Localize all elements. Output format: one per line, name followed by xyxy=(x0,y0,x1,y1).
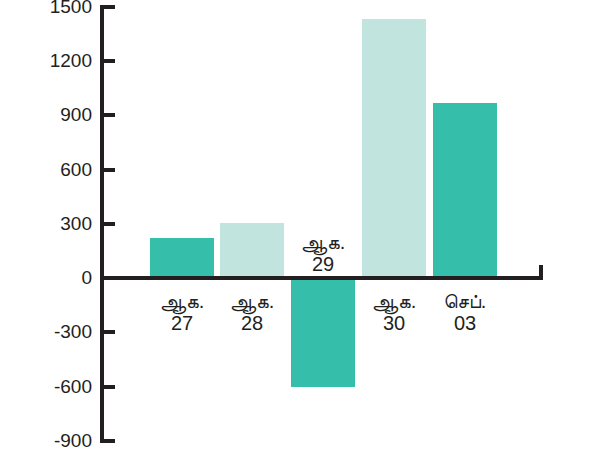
y-tick-label: -300 xyxy=(30,321,92,343)
y-tick-mark xyxy=(104,59,115,63)
y-tick-label: 900 xyxy=(30,104,92,126)
bar-label: ஆக.29 xyxy=(273,231,373,275)
bar-label-line: 03 xyxy=(415,312,515,334)
y-tick-label: -600 xyxy=(30,376,92,398)
y-tick-label: 300 xyxy=(30,213,92,235)
bar xyxy=(433,103,497,278)
y-tick-label: 1500 xyxy=(30,0,92,18)
y-tick-mark xyxy=(104,385,115,389)
x-axis-end-tick xyxy=(539,265,543,276)
bar-label-line: செப். xyxy=(415,290,515,312)
y-tick-mark xyxy=(104,168,115,172)
x-axis-line xyxy=(100,276,543,280)
y-tick-mark xyxy=(104,5,115,9)
bar-label: செப்.03 xyxy=(415,290,515,334)
bar-label-line: 29 xyxy=(273,253,373,275)
y-tick-mark xyxy=(104,330,115,334)
bar-label-line: ஆக. xyxy=(273,231,373,253)
bar xyxy=(150,238,214,278)
plot-area: -900-600-300030060090012001500ஆக.27ஆக.28… xyxy=(0,0,603,452)
y-tick-label: 1200 xyxy=(30,50,92,72)
bar-chart: -900-600-300030060090012001500ஆக.27ஆக.28… xyxy=(0,0,603,452)
bar-label-line: 28 xyxy=(202,312,302,334)
y-tick-label: -900 xyxy=(30,430,92,452)
bar-label-line: ஆக. xyxy=(202,290,302,312)
bar-label: ஆக.28 xyxy=(202,290,302,334)
y-tick-mark xyxy=(104,222,115,226)
y-tick-label: 600 xyxy=(30,159,92,181)
y-tick-label: 0 xyxy=(30,267,92,289)
y-tick-mark xyxy=(104,439,115,443)
y-tick-mark xyxy=(104,113,115,117)
